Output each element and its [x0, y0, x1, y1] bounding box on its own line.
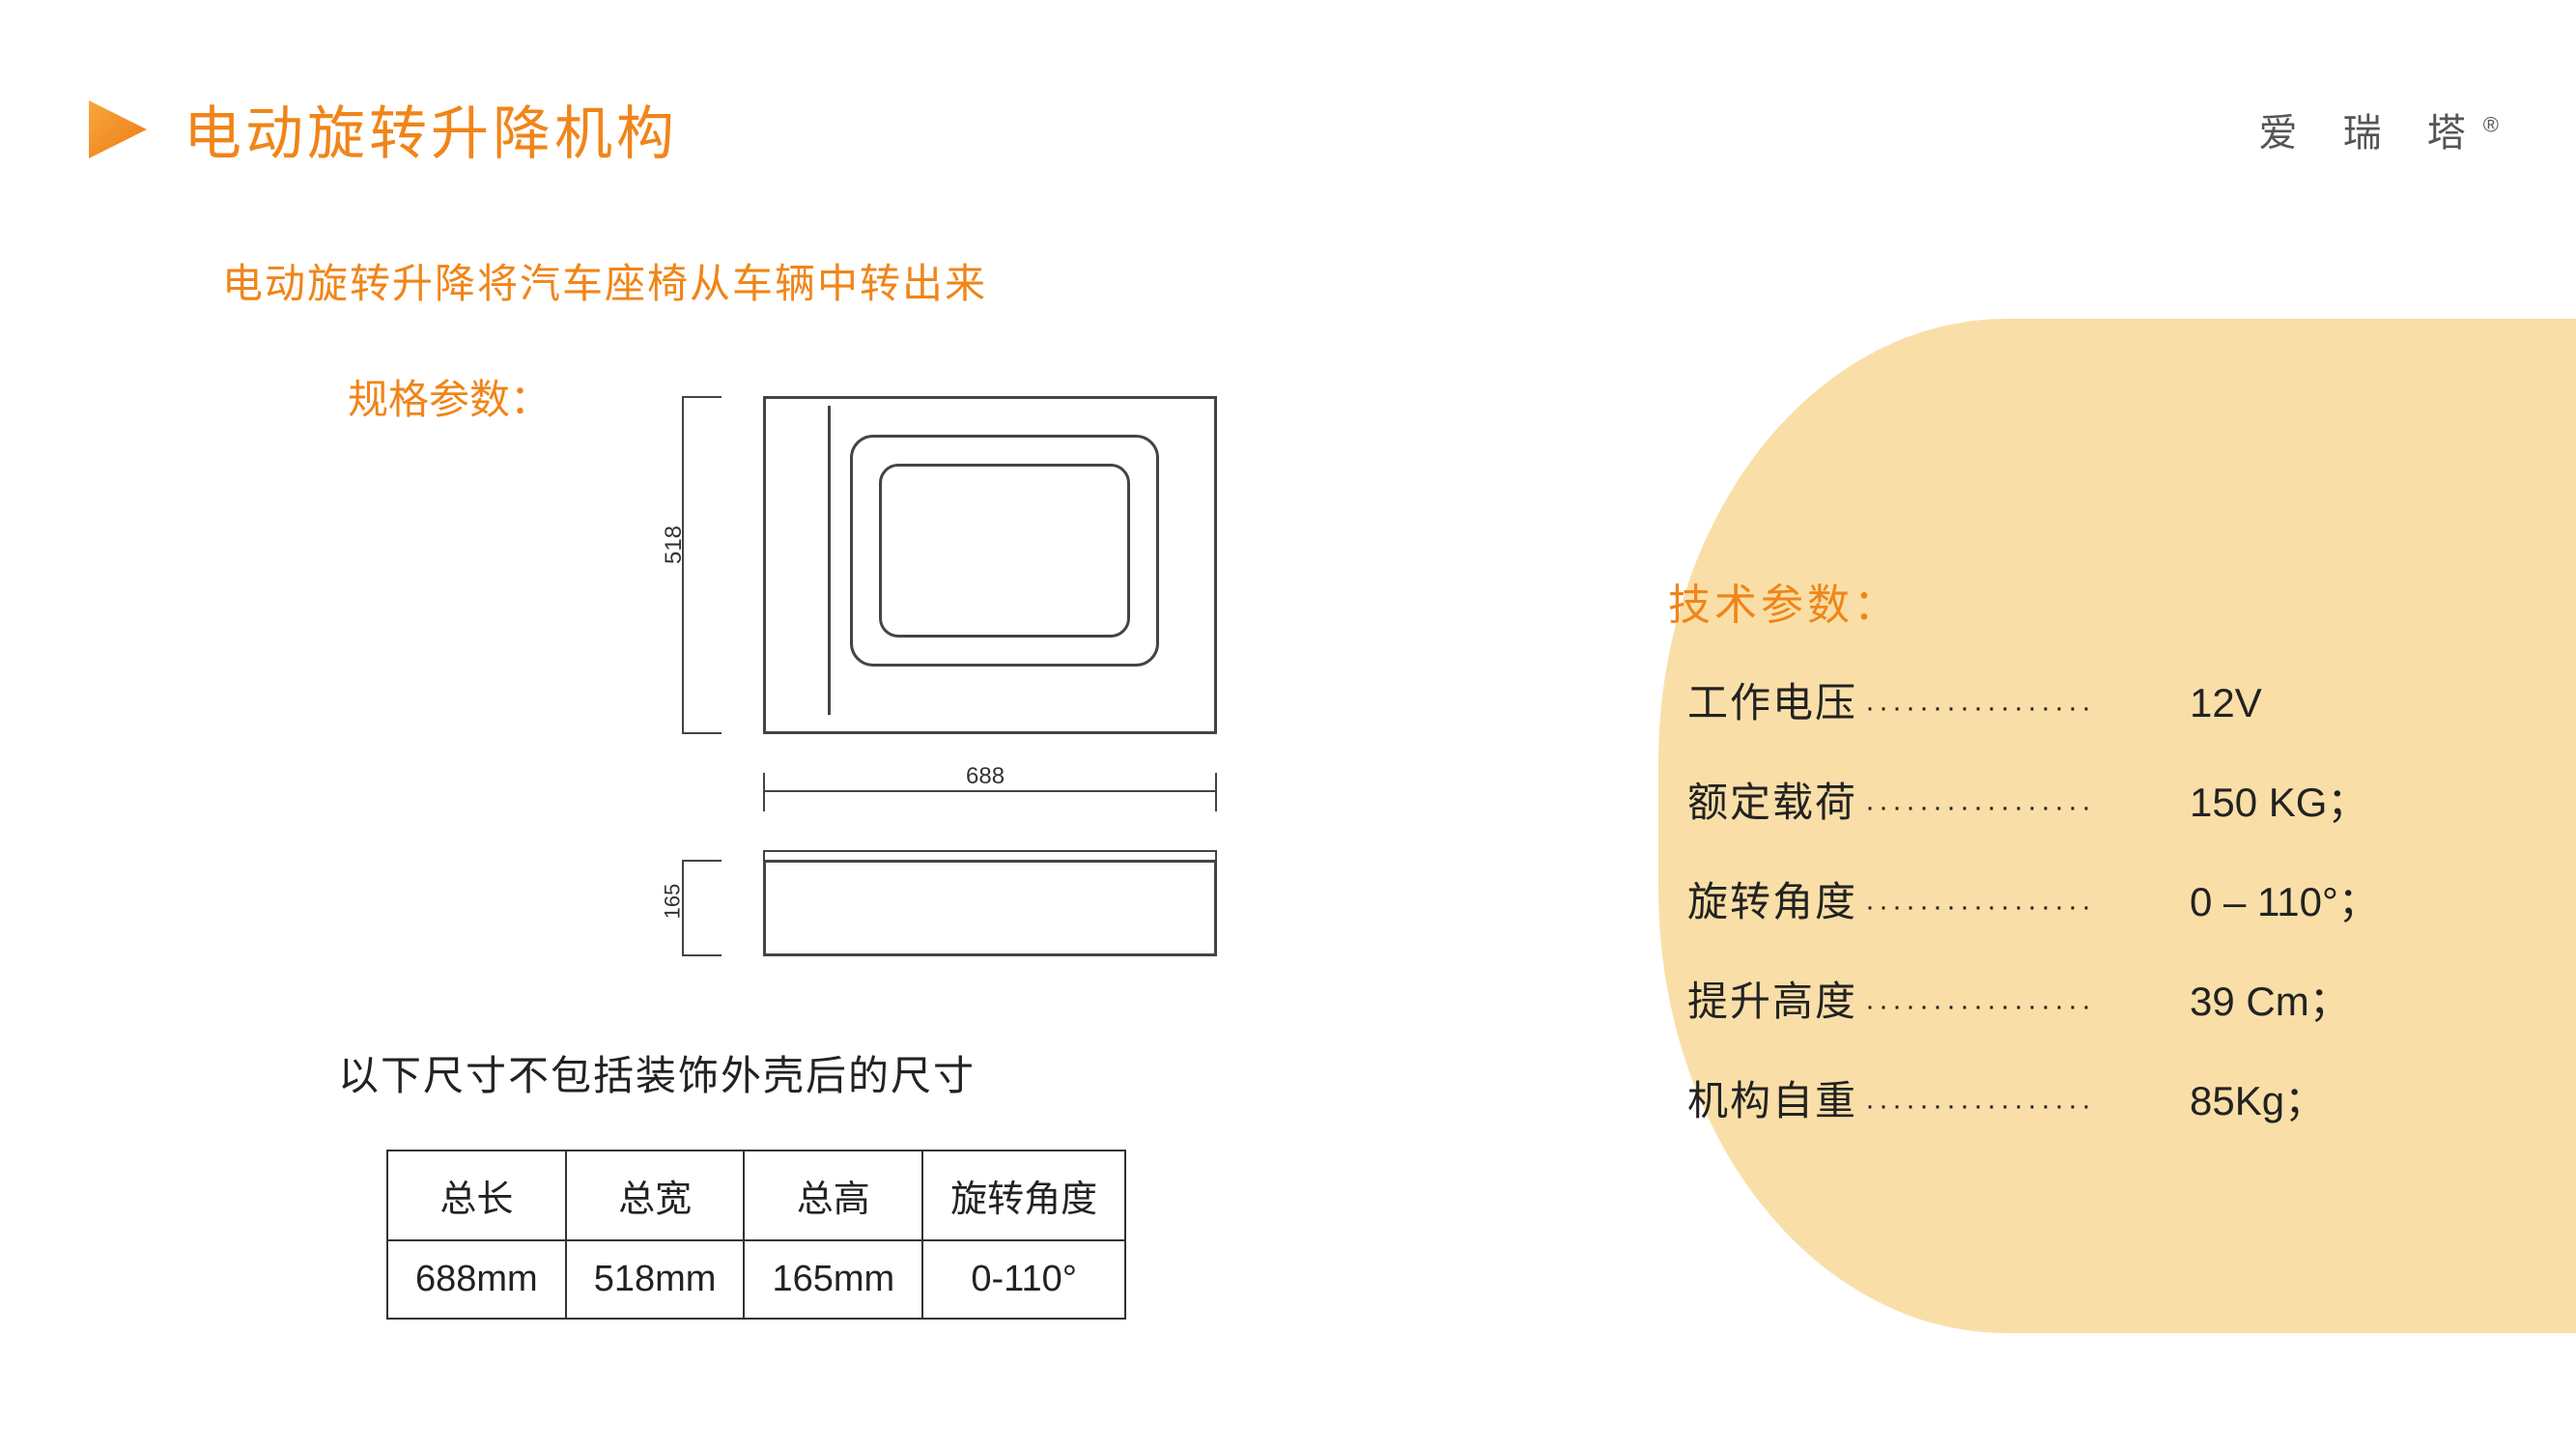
- technical-drawings: 518 688 165: [705, 386, 1304, 985]
- td-width: 518mm: [566, 1240, 745, 1319]
- dots: ·················: [1865, 692, 2182, 724]
- tech-label: 提升高度: [1687, 969, 1857, 1028]
- dim-label-165: 165: [660, 884, 685, 920]
- tech-row-weight: 机构自重 ················· 85Kg；: [1668, 1068, 2402, 1127]
- th-width: 总宽: [566, 1151, 745, 1240]
- dim-label-518: 518: [661, 526, 688, 564]
- th-angle: 旋转角度: [922, 1151, 1125, 1240]
- tech-value: 85Kg；: [2190, 1068, 2402, 1127]
- dots: ·················: [1865, 791, 2182, 824]
- brand-logo: 爱 瑞 塔®: [2259, 101, 2499, 157]
- tech-value: 150 KG；: [2190, 770, 2402, 829]
- dim-label-688: 688: [966, 763, 1005, 790]
- tech-label: 额定载荷: [1687, 770, 1857, 829]
- td-angle: 0-110°: [922, 1240, 1125, 1319]
- brand-mark: ®: [2483, 112, 2499, 136]
- brand-text: 爱 瑞 塔: [2259, 112, 2483, 155]
- td-length: 688mm: [387, 1240, 566, 1319]
- tech-row-lift: 提升高度 ················· 39 Cm；: [1668, 969, 2402, 1028]
- dots: ·················: [1865, 891, 2182, 923]
- drawing-top-view: 518 688: [705, 386, 1265, 773]
- dimension-note: 以下尺寸不包括装饰外壳后的尺寸: [338, 1043, 976, 1102]
- dimension-table: 总长 总宽 总高 旋转角度 688mm 518mm 165mm 0-110°: [386, 1150, 1126, 1320]
- tech-label: 机构自重: [1687, 1068, 1857, 1127]
- drawing-side-view: 165: [705, 850, 1265, 985]
- tech-row-voltage: 工作电压 ················· 12V: [1668, 670, 2402, 729]
- page-title: 电动旋转升降机构: [184, 87, 678, 171]
- tech-label: 工作电压: [1687, 670, 1857, 729]
- table-row: 688mm 518mm 165mm 0-110°: [387, 1240, 1125, 1319]
- play-icon: [77, 91, 155, 168]
- td-height: 165mm: [744, 1240, 922, 1319]
- tech-value: 12V: [2190, 680, 2402, 726]
- tech-label: 旋转角度: [1687, 869, 1857, 928]
- dots: ·················: [1865, 1090, 2182, 1122]
- tech-params-panel: 技术参数： 工作电压 ················· 12V 额定载荷 ··…: [1668, 570, 2402, 1168]
- th-length: 总长: [387, 1151, 566, 1240]
- th-height: 总高: [744, 1151, 922, 1240]
- tech-heading: 技术参数：: [1668, 570, 2402, 632]
- tech-row-load: 额定载荷 ················· 150 KG；: [1668, 770, 2402, 829]
- tech-value: 39 Cm；: [2190, 969, 2402, 1028]
- dots: ·················: [1865, 990, 2182, 1023]
- tech-value: 0 – 110°；: [2190, 869, 2402, 928]
- tech-row-angle: 旋转角度 ················· 0 – 110°；: [1668, 869, 2402, 928]
- subtitle: 电动旋转升降将汽车座椅从车辆中转出来: [222, 251, 987, 310]
